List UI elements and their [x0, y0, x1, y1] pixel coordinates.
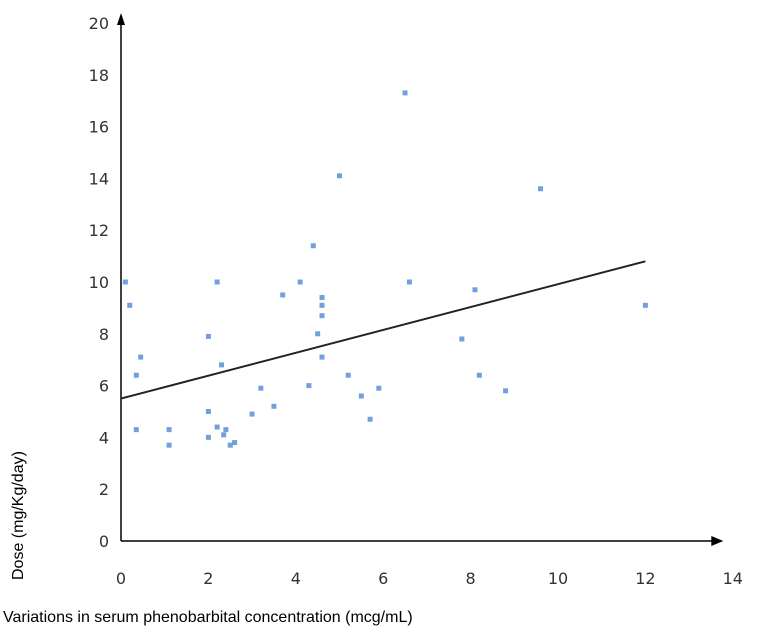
data-point [319, 295, 325, 301]
data-point [459, 336, 465, 342]
data-point [358, 393, 364, 399]
data-point [249, 411, 255, 417]
data-point [319, 313, 325, 319]
data-point [166, 427, 172, 433]
data-point [271, 403, 277, 409]
data-point [503, 388, 509, 394]
y-tick-label: 18 [89, 66, 109, 85]
x-tick-label: 12 [635, 569, 655, 588]
data-point [472, 287, 478, 293]
y-tick-label: 8 [99, 325, 109, 344]
data-point [205, 333, 211, 339]
data-point [476, 372, 482, 378]
data-point [402, 90, 408, 96]
y-axis-label: Dose (mg/Kg/day) [10, 451, 27, 580]
data-point [214, 279, 220, 285]
data-point [221, 432, 227, 438]
data-point [214, 424, 220, 430]
y-tick-labels: 0 2 4 6 8 10 12 14 16 18 20 [89, 14, 109, 551]
data-point [310, 243, 316, 249]
data-point [205, 409, 211, 414]
data-point [133, 427, 139, 433]
data-point [127, 302, 133, 308]
data-point [227, 442, 233, 448]
data-point [219, 362, 225, 368]
y-tick-label: 4 [99, 428, 109, 447]
data-point [406, 279, 412, 285]
data-point [642, 302, 648, 308]
y-tick-label: 14 [89, 169, 109, 188]
x-tick-label: 14 [723, 569, 743, 588]
data-point [232, 440, 238, 446]
data-point [258, 385, 264, 391]
data-points [122, 90, 648, 448]
x-tick-label: 4 [291, 569, 301, 588]
data-point [133, 372, 139, 378]
y-tick-label: 12 [89, 221, 109, 240]
x-tick-labels: 0 2 4 6 8 10 12 14 [116, 569, 743, 588]
x-axis-label: Variations in serum phenobarbital concen… [3, 609, 413, 626]
data-point [122, 279, 128, 285]
x-tick-label: 8 [466, 569, 476, 588]
data-point [138, 354, 144, 360]
data-point [280, 292, 286, 298]
data-point [319, 354, 325, 360]
x-axis-arrow-icon [711, 536, 724, 546]
x-tick-label: 10 [548, 569, 568, 588]
data-point [376, 385, 382, 391]
data-point [166, 442, 172, 448]
data-point [337, 173, 342, 179]
data-point [306, 383, 312, 389]
x-tick-label: 2 [203, 569, 213, 588]
trendline [120, 260, 646, 400]
data-point [297, 279, 303, 285]
data-point [538, 186, 544, 192]
data-point [223, 427, 229, 433]
y-tick-label: 6 [99, 377, 109, 396]
x-tick-label: 0 [116, 569, 126, 588]
data-point [205, 434, 211, 440]
y-axis-arrow-icon [117, 13, 125, 25]
y-tick-label: 16 [89, 118, 109, 137]
y-tick-label: 0 [99, 532, 109, 551]
y-tick-label: 10 [89, 273, 109, 292]
y-tick-label: 20 [89, 14, 109, 33]
x-tick-label: 6 [378, 569, 388, 588]
data-point [367, 416, 373, 422]
data-point [315, 331, 321, 337]
data-point [319, 302, 325, 308]
data-point [345, 372, 351, 378]
y-tick-label: 2 [99, 480, 109, 499]
